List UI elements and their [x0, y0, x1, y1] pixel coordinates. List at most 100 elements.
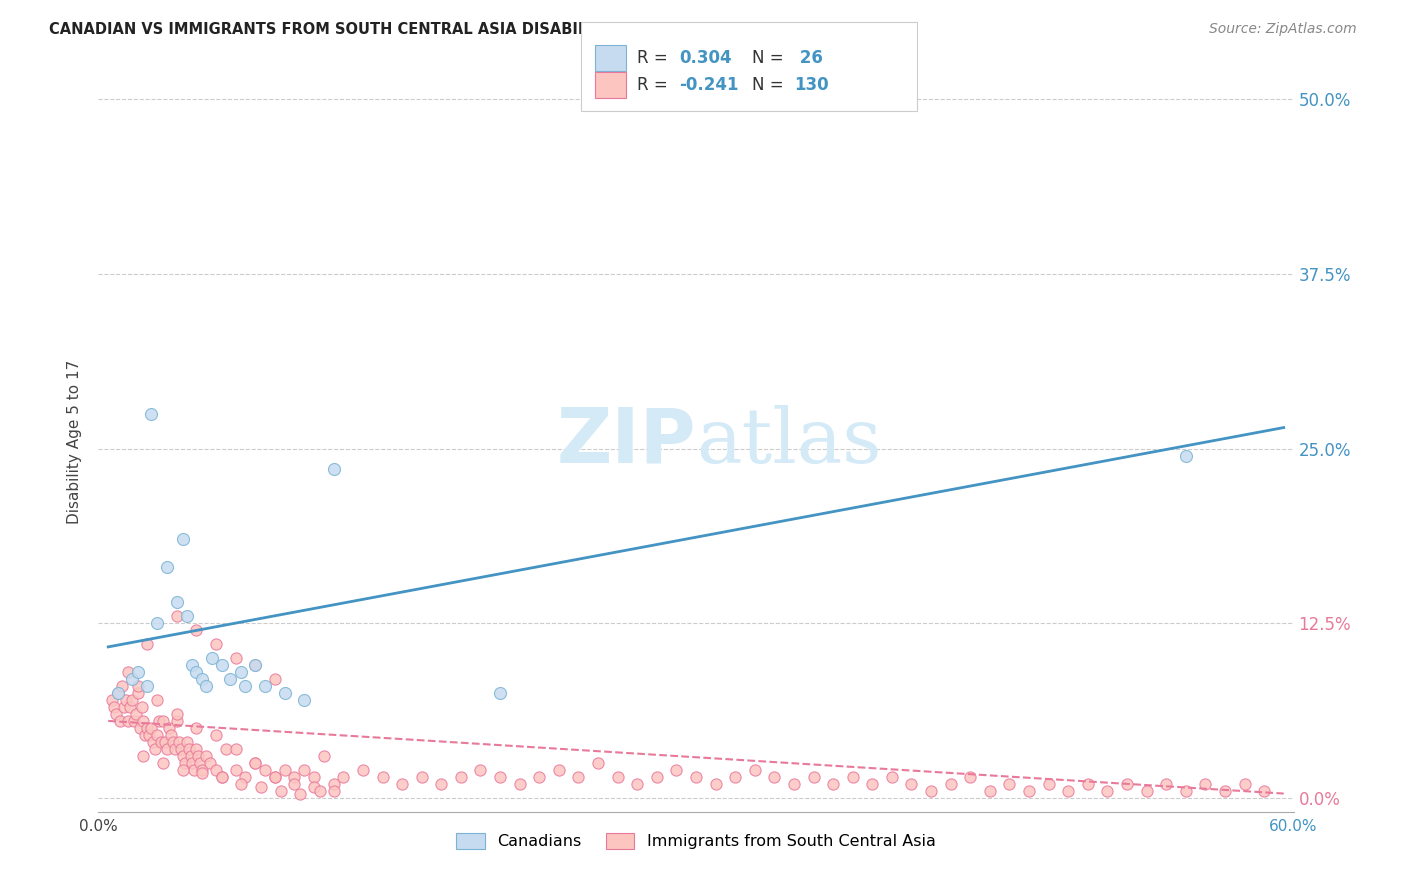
Point — [302, 780, 325, 794]
Point — [153, 735, 176, 749]
Text: atlas: atlas — [696, 405, 882, 478]
Text: N =: N = — [752, 76, 789, 94]
Point — [136, 721, 159, 735]
Point — [352, 763, 374, 777]
Point — [134, 728, 156, 742]
Text: R =: R = — [637, 49, 673, 67]
Point — [166, 706, 188, 721]
Point — [205, 637, 228, 651]
Point — [273, 763, 295, 777]
Legend: Canadians, Immigrants from South Central Asia: Canadians, Immigrants from South Central… — [450, 826, 942, 855]
Point — [411, 770, 433, 784]
Point — [225, 763, 247, 777]
Point — [959, 770, 981, 784]
Point — [127, 686, 149, 700]
Point — [1097, 784, 1119, 798]
Text: Source: ZipAtlas.com: Source: ZipAtlas.com — [1209, 22, 1357, 37]
Point — [1135, 784, 1157, 798]
Text: 0.0%: 0.0% — [79, 819, 118, 834]
Point — [136, 637, 159, 651]
Point — [243, 658, 266, 673]
Point — [127, 665, 149, 679]
Point — [146, 693, 169, 707]
Point — [567, 770, 589, 784]
Point — [143, 742, 166, 756]
Point — [146, 616, 169, 631]
Point — [225, 742, 247, 756]
Point — [215, 742, 238, 756]
Point — [128, 721, 150, 735]
Text: 60.0%: 60.0% — [1270, 819, 1317, 834]
Point — [243, 756, 266, 770]
Point — [179, 748, 201, 763]
Point — [939, 777, 962, 791]
Text: N =: N = — [752, 49, 789, 67]
Point — [191, 765, 214, 780]
Point — [132, 714, 155, 728]
Point — [191, 672, 214, 686]
Point — [763, 770, 786, 784]
Point — [138, 728, 160, 742]
Point — [188, 756, 211, 770]
Point — [783, 777, 806, 791]
Point — [547, 763, 569, 777]
Point — [803, 770, 825, 784]
Point — [1213, 784, 1236, 798]
Point — [998, 777, 1021, 791]
Point — [665, 763, 688, 777]
Point — [181, 658, 204, 673]
Point — [156, 742, 179, 756]
Point — [273, 686, 295, 700]
Point — [121, 693, 143, 707]
Point — [1018, 784, 1040, 798]
Text: -0.241: -0.241 — [679, 76, 738, 94]
Point — [1038, 777, 1060, 791]
Point — [724, 770, 747, 784]
Text: 130: 130 — [794, 76, 830, 94]
Point — [1116, 777, 1139, 791]
Point — [900, 777, 922, 791]
Point — [186, 721, 208, 735]
Point — [152, 756, 174, 770]
Point — [225, 651, 247, 665]
Point — [201, 651, 224, 665]
Point — [243, 756, 266, 770]
Point — [141, 721, 163, 735]
Point — [170, 742, 193, 756]
Point — [118, 700, 141, 714]
Point — [218, 672, 240, 686]
Point — [332, 770, 354, 784]
Point — [162, 735, 184, 749]
Point — [141, 407, 163, 421]
Point — [470, 763, 492, 777]
Point — [195, 679, 218, 693]
Point — [253, 679, 276, 693]
Point — [198, 756, 221, 770]
Point — [231, 777, 253, 791]
Point — [430, 777, 453, 791]
Point — [186, 742, 208, 756]
Text: R =: R = — [637, 76, 673, 94]
Point — [117, 665, 139, 679]
Point — [177, 742, 200, 756]
Point — [250, 780, 273, 794]
Point — [450, 770, 472, 784]
Point — [148, 714, 170, 728]
Point — [105, 706, 128, 721]
Point — [979, 784, 1001, 798]
Point — [1174, 784, 1197, 798]
Point — [211, 770, 233, 784]
Point — [132, 748, 155, 763]
Point — [1077, 777, 1099, 791]
Point — [111, 679, 134, 693]
Point — [131, 700, 153, 714]
Point — [391, 777, 413, 791]
Point — [176, 735, 198, 749]
Point — [509, 777, 531, 791]
Point — [283, 770, 305, 784]
Point — [302, 770, 325, 784]
Point — [371, 770, 394, 784]
Point — [163, 742, 186, 756]
Point — [489, 686, 512, 700]
Point — [529, 770, 551, 784]
